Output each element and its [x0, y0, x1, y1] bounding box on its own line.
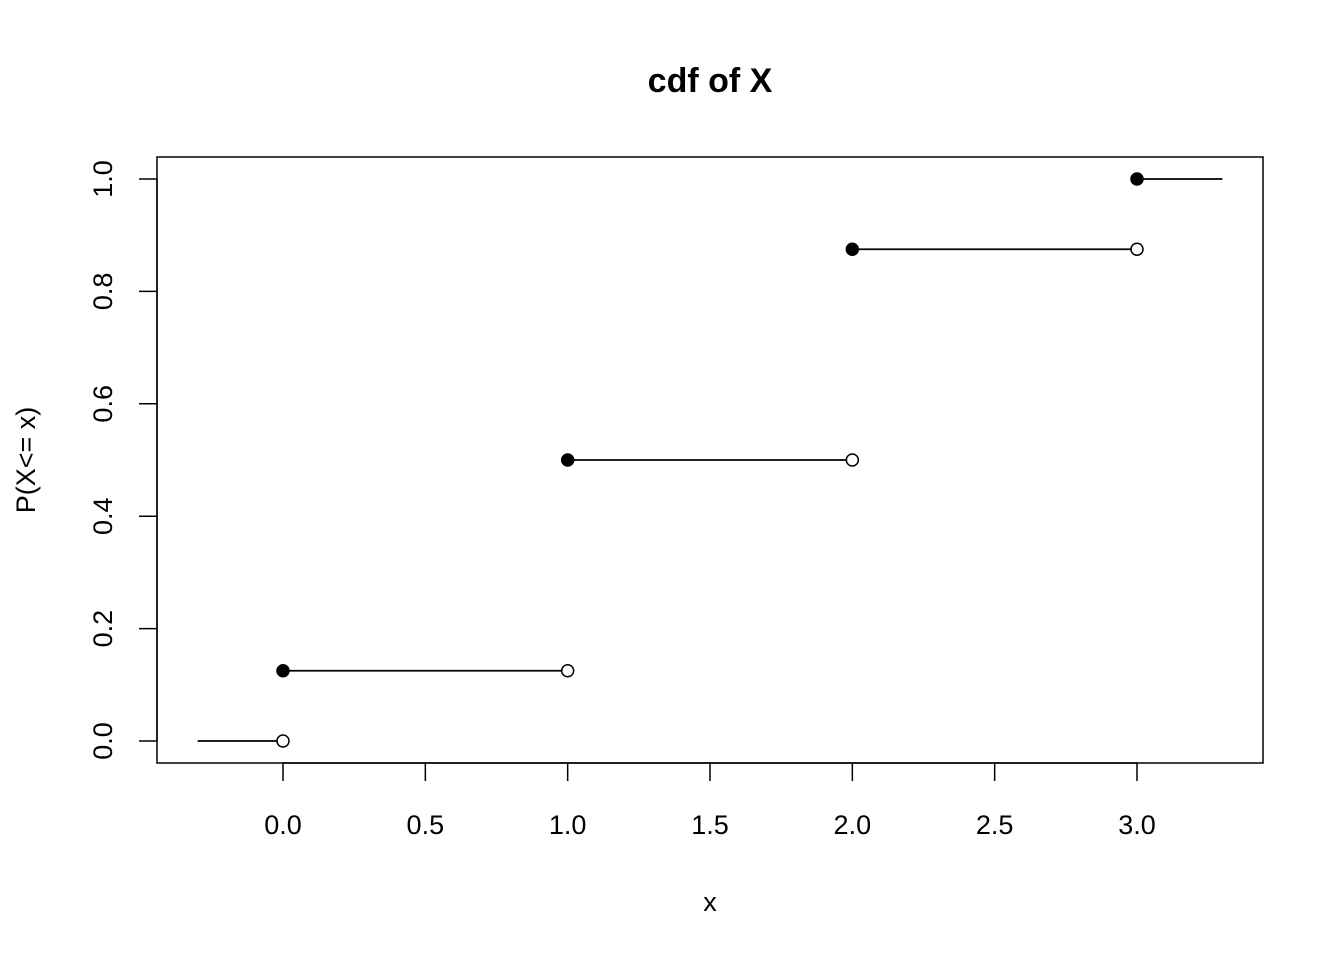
closed-point	[560, 453, 575, 467]
closed-point	[845, 242, 860, 256]
x-tick-label: 0.5	[407, 810, 445, 840]
x-tick-label: 2.0	[834, 810, 872, 840]
x-tick-label: 2.5	[976, 810, 1014, 840]
y-tick-label: 0.2	[88, 610, 118, 648]
y-tick-label: 0.0	[88, 722, 118, 760]
y-tick-label: 1.0	[88, 160, 118, 198]
y-tick-label: 0.6	[88, 385, 118, 423]
closed-point	[1130, 172, 1144, 186]
x-axis-label: x	[703, 887, 717, 917]
y-tick-label: 0.4	[88, 497, 118, 535]
cdf-series	[197, 172, 1223, 748]
open-point	[276, 734, 290, 748]
x-tick-label: 1.0	[549, 810, 587, 840]
closed-point	[276, 664, 290, 678]
y-axis-label: P(X<= x)	[11, 407, 41, 514]
open-point	[845, 453, 860, 467]
open-point	[560, 664, 575, 678]
x-axis: 0.0 0.5 1.0 1.5 2.0 2.5 3.0	[264, 762, 1156, 840]
y-tick-label: 0.8	[88, 273, 118, 311]
y-axis: 0.0 0.2 0.4 0.6 0.8 1.0	[88, 160, 158, 760]
chart-title: cdf of X	[648, 62, 773, 100]
x-tick-label: 1.5	[691, 810, 729, 840]
open-point	[1130, 242, 1144, 256]
x-tick-label: 0.0	[264, 810, 302, 840]
x-tick-label: 3.0	[1118, 810, 1156, 840]
